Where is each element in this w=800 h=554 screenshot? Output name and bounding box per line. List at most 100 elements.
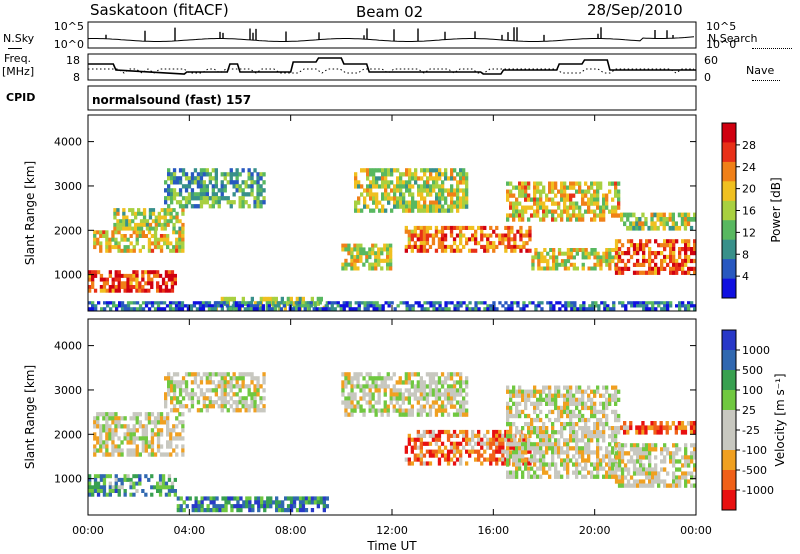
echo-cell bbox=[148, 208, 153, 213]
echo-cell bbox=[449, 449, 454, 454]
echo-cell bbox=[399, 184, 403, 189]
echo-cell bbox=[135, 436, 139, 441]
echo-cell bbox=[617, 426, 621, 431]
echo-cell bbox=[144, 234, 148, 238]
echo-cell bbox=[545, 446, 549, 451]
nave-label: Nave bbox=[746, 64, 775, 77]
echo-cell bbox=[411, 304, 415, 308]
echo-cell bbox=[678, 483, 682, 488]
echo-cell bbox=[648, 301, 652, 305]
echo-cell bbox=[114, 277, 118, 282]
echo-cell bbox=[578, 209, 582, 214]
echo-cell bbox=[234, 304, 239, 308]
colorbar-cell bbox=[722, 430, 736, 451]
echo-cell bbox=[387, 184, 391, 189]
echo-cell bbox=[674, 429, 678, 435]
echo-cell bbox=[344, 404, 348, 409]
echo-cell bbox=[428, 380, 433, 385]
echo-cell bbox=[620, 251, 625, 256]
echo-cell bbox=[108, 416, 112, 421]
echo-cell bbox=[356, 266, 360, 271]
echo-cell bbox=[689, 225, 694, 231]
echo-cell bbox=[374, 400, 378, 405]
echo-cell bbox=[198, 307, 203, 311]
echo-cell bbox=[356, 255, 360, 260]
echo-cell bbox=[602, 409, 606, 415]
noise-panel-frame bbox=[87, 21, 697, 49]
colorbar-tick-label: 100 bbox=[742, 384, 763, 397]
echo-cell bbox=[653, 421, 657, 426]
echo-cell bbox=[557, 205, 561, 210]
echo-cell bbox=[648, 443, 652, 448]
echo-cell bbox=[178, 234, 182, 238]
echo-cell bbox=[533, 470, 537, 475]
echo-cell bbox=[449, 457, 454, 462]
echo-cell bbox=[325, 504, 329, 509]
echo-cell bbox=[281, 508, 285, 513]
echo-cell bbox=[446, 457, 451, 462]
echo-cell bbox=[211, 404, 215, 409]
power-echoes bbox=[88, 168, 697, 311]
echo-cell bbox=[560, 262, 565, 267]
echo-cell bbox=[372, 196, 376, 201]
echo-cell bbox=[234, 301, 239, 305]
echo-cell bbox=[377, 388, 381, 393]
echo-cell bbox=[292, 496, 297, 501]
echo-cell bbox=[160, 226, 164, 231]
echo-cell bbox=[651, 251, 655, 256]
echo-cell bbox=[492, 429, 496, 435]
echo-cell bbox=[369, 196, 373, 201]
echo-cell bbox=[377, 396, 381, 401]
echo-cell bbox=[384, 168, 388, 173]
echo-cell bbox=[560, 474, 564, 479]
echo-cell bbox=[560, 209, 564, 214]
echo-cell bbox=[542, 454, 546, 459]
echo-cell bbox=[129, 452, 133, 457]
echo-cell bbox=[440, 400, 445, 405]
echo-cell bbox=[256, 192, 260, 197]
echo-cell bbox=[431, 400, 436, 405]
echo-cell bbox=[671, 225, 675, 231]
echo-cell bbox=[135, 448, 139, 453]
echo-cell bbox=[459, 301, 463, 305]
echo-cell bbox=[223, 188, 227, 193]
echo-cell bbox=[684, 455, 688, 460]
echo-cell bbox=[462, 301, 466, 305]
echo-cell bbox=[489, 437, 493, 442]
echo-cell bbox=[350, 392, 354, 397]
echo-cell bbox=[226, 380, 230, 385]
echo-cell bbox=[126, 424, 130, 429]
echo-cell bbox=[235, 176, 239, 181]
echo-cell bbox=[593, 426, 597, 431]
echo-cell bbox=[141, 277, 145, 282]
echo-cell bbox=[575, 430, 579, 435]
echo-cell bbox=[515, 474, 519, 479]
echo-cell bbox=[581, 405, 585, 411]
echo-cell bbox=[198, 301, 203, 305]
echo-cell bbox=[533, 462, 537, 467]
echo-cell bbox=[605, 197, 609, 202]
echo-cell bbox=[681, 475, 685, 480]
echo-cell bbox=[366, 172, 370, 177]
echo-cell bbox=[584, 422, 588, 427]
echo-cell bbox=[392, 392, 396, 397]
echo-cell bbox=[617, 181, 621, 186]
echo-cell bbox=[557, 430, 561, 435]
echo-cell bbox=[375, 192, 379, 197]
echo-cell bbox=[629, 225, 633, 231]
echo-cell bbox=[693, 475, 697, 480]
echo-cell bbox=[387, 180, 391, 185]
echo-cell bbox=[147, 245, 152, 250]
echo-cell bbox=[552, 259, 556, 264]
echo-cell bbox=[474, 233, 478, 238]
colorbar-tick-label: 1000 bbox=[742, 344, 770, 357]
echo-cell bbox=[185, 496, 189, 501]
echo-cell bbox=[459, 188, 463, 193]
echo-cell bbox=[584, 389, 588, 394]
echo-cell bbox=[675, 262, 679, 267]
echo-cell bbox=[301, 504, 306, 509]
echo-cell bbox=[113, 226, 117, 231]
echo-cell bbox=[555, 266, 559, 271]
echo-cell bbox=[404, 372, 408, 377]
echo-cell bbox=[129, 273, 133, 278]
